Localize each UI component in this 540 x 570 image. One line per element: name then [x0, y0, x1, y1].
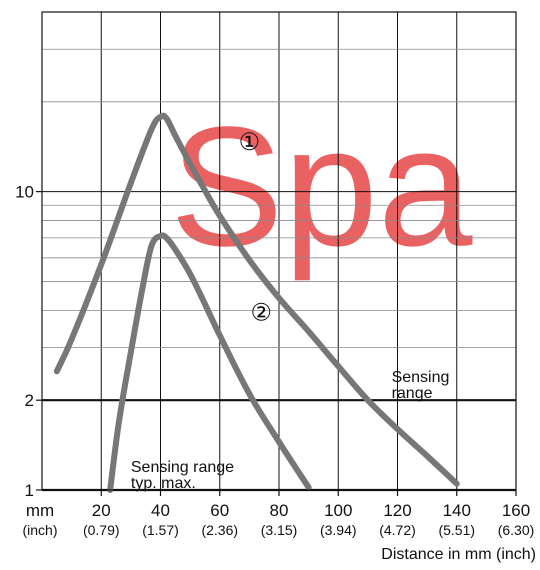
y-tick-label: 10: [15, 183, 34, 202]
series-line-2: [107, 232, 312, 493]
y-tick-label: 2: [25, 391, 34, 410]
series-line-1: [53, 112, 460, 487]
x-tick-label: 60: [210, 501, 229, 520]
label-layer: 1 2 10 20 (0.79) 40 (1.57) 60 (2.36) 80 (3.15) 100 (…: [15, 183, 536, 563]
x-tick-sub-label: (2.36): [201, 522, 238, 538]
x-tick-sub-label: (1.57): [142, 522, 179, 538]
curve-marker-2: ②: [250, 299, 272, 326]
x-tick-label: 40: [151, 501, 170, 520]
x-tick-label: 140: [443, 501, 471, 520]
y-tick-label: 1: [25, 481, 34, 500]
x-tick-sub-label: (0.79): [83, 522, 120, 538]
x-axis-label: Distance in mm (inch): [381, 546, 536, 563]
watermark-layer: Spa: [170, 92, 473, 282]
x-tick-label: 20: [92, 501, 111, 520]
x-tick-label: 160: [502, 501, 530, 520]
axis-layer: [36, 11, 517, 496]
curve-marker-1: ①: [239, 129, 261, 156]
watermark-text: Spa: [170, 92, 473, 282]
x-tick-label: 80: [270, 501, 289, 520]
x-tick-sub-label: (3.15): [261, 522, 298, 538]
x-tick-label: 100: [324, 501, 352, 520]
x-tick-label: 120: [383, 501, 411, 520]
x-tick-sub-label: (6.30): [498, 522, 535, 538]
annotation-line: Sensing range: [131, 459, 234, 476]
x-unit-sub-label: (inch): [22, 522, 57, 538]
x-unit-label: mm: [26, 501, 54, 520]
x-tick-sub-label: (3.94): [320, 522, 357, 538]
annotation-line: typ. max.: [131, 475, 196, 492]
annotation-line: Sensing: [392, 369, 450, 386]
series-layer: [53, 112, 460, 493]
annotation-line: range: [392, 385, 433, 402]
x-tick-sub-label: (4.72): [379, 522, 416, 538]
x-tick-sub-label: (5.51): [438, 522, 475, 538]
